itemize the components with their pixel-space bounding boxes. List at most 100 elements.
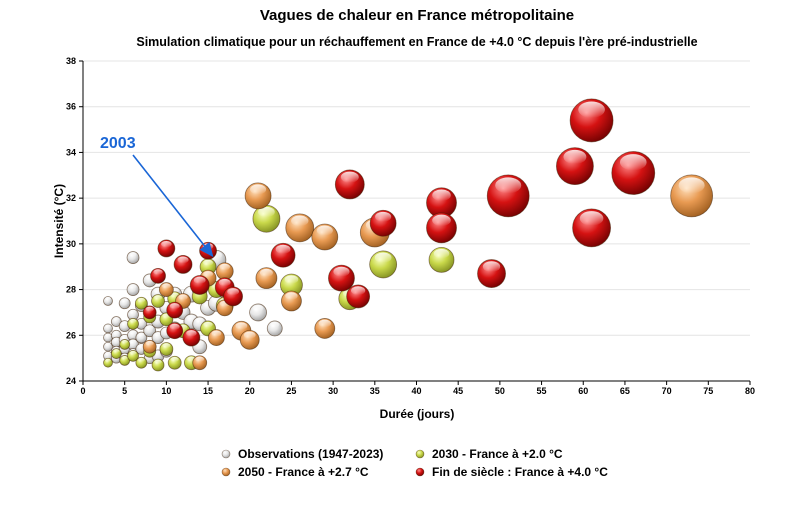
y-tick-label: 30 bbox=[66, 239, 76, 249]
bubble-series-0 bbox=[143, 324, 157, 338]
legend-marker bbox=[415, 467, 425, 477]
x-tick-label: 55 bbox=[537, 386, 547, 396]
bubble-highlight bbox=[340, 171, 359, 183]
x-tick-label: 30 bbox=[328, 386, 338, 396]
bubble-highlight bbox=[129, 351, 137, 356]
bubble-highlight bbox=[193, 276, 206, 284]
bubble-highlight bbox=[137, 319, 145, 324]
bubble-series-3 bbox=[189, 275, 210, 295]
bubble-highlight bbox=[121, 298, 129, 303]
x-tick-label: 80 bbox=[745, 386, 755, 396]
bubble-highlight bbox=[105, 324, 111, 328]
bubble-highlight bbox=[129, 309, 137, 315]
bubble-highlight bbox=[258, 206, 275, 218]
bubble-highlight bbox=[105, 333, 111, 338]
x-tick-label: 5 bbox=[122, 386, 127, 396]
bubble-highlight bbox=[275, 244, 291, 254]
bubble-series-2 bbox=[285, 213, 315, 243]
bubble-series-0 bbox=[249, 303, 267, 322]
bubble-series-1 bbox=[280, 273, 303, 297]
legend-label: 2050 - France à +2.7 °C bbox=[238, 465, 369, 479]
bubble-highlight bbox=[218, 278, 231, 287]
y-tick-label: 32 bbox=[66, 193, 76, 203]
bubble-series-3 bbox=[157, 239, 176, 258]
annotation-2003: 2003 bbox=[100, 135, 214, 258]
bubble-highlight bbox=[433, 248, 450, 259]
bubble-highlight bbox=[203, 271, 214, 278]
bubble-highlight bbox=[105, 297, 111, 301]
y-tick-label: 26 bbox=[66, 330, 76, 340]
bubble-series-3 bbox=[611, 151, 656, 195]
bubble-series-2 bbox=[215, 262, 234, 281]
bubble-highlight bbox=[113, 337, 120, 342]
bubble-highlight bbox=[121, 340, 128, 344]
bubble-highlight bbox=[137, 332, 145, 337]
bubble-highlight bbox=[137, 298, 146, 303]
legend-item: Fin de siècle : France à +4.0 °C bbox=[415, 465, 608, 479]
legend-label: Fin de siècle : France à +4.0 °C bbox=[432, 465, 608, 479]
legend-label: 2030 - France à +2.0 °C bbox=[432, 447, 563, 461]
bubble-highlight bbox=[270, 321, 280, 328]
bubble-series-2 bbox=[670, 174, 714, 218]
chart-subtitle: Simulation climatique pour un réchauffem… bbox=[136, 35, 697, 49]
bubble-highlight bbox=[495, 177, 522, 194]
bubble-series-2 bbox=[158, 282, 174, 297]
x-tick-label: 50 bbox=[495, 386, 505, 396]
bubble-highlight bbox=[153, 269, 163, 275]
bubble-series-3 bbox=[346, 284, 371, 309]
bubble-highlight bbox=[154, 295, 163, 301]
x-tick-label: 15 bbox=[203, 386, 213, 396]
bubble-series-1 bbox=[151, 358, 165, 372]
x-tick-label: 25 bbox=[286, 386, 296, 396]
axes: 24 26 28 30 32 34 36 38 0 5 10 15 20 25 30 35 40 45 50 55 60… bbox=[66, 56, 755, 396]
bubble-series-1 bbox=[252, 204, 281, 233]
bubble-highlight bbox=[678, 177, 705, 194]
legend: Observations (1947-2023) 2030 - France à … bbox=[221, 447, 608, 479]
bubble-series-0 bbox=[103, 323, 113, 334]
legend-item: 2050 - France à +2.7 °C bbox=[221, 465, 369, 479]
bubble-series-1 bbox=[119, 339, 131, 350]
bubble-series-3 bbox=[556, 147, 594, 186]
x-axis-label: Durée (jours) bbox=[380, 407, 455, 421]
bubble-highlight bbox=[375, 211, 392, 222]
bubble-highlight bbox=[563, 149, 587, 164]
bubble-series-3 bbox=[328, 264, 355, 292]
x-tick-label: 35 bbox=[370, 386, 380, 396]
legend-marker bbox=[221, 449, 231, 459]
bubble-series-1 bbox=[127, 317, 139, 330]
bubble-highlight bbox=[105, 351, 111, 356]
bubble-highlight bbox=[619, 154, 647, 171]
chart-title: Vagues de chaleur en France métropolitai… bbox=[260, 7, 574, 24]
bubble-series-3 bbox=[150, 267, 166, 284]
bubble-series-0 bbox=[126, 251, 140, 264]
bubble-highlight bbox=[154, 332, 162, 337]
bubble-series-3 bbox=[477, 259, 506, 288]
bubble-highlight bbox=[105, 342, 111, 347]
y-tick-label: 24 bbox=[66, 376, 76, 386]
bubble-highlight bbox=[219, 263, 231, 271]
bubble-highlight bbox=[137, 357, 145, 363]
bubble-highlight bbox=[235, 322, 248, 330]
bubble-highlight bbox=[121, 335, 129, 340]
bubble-series-2 bbox=[207, 329, 225, 346]
bubble-series-1 bbox=[135, 356, 148, 369]
bubble-series-3 bbox=[182, 328, 201, 347]
legend-marker bbox=[415, 449, 425, 459]
x-tick-label: 60 bbox=[578, 386, 588, 396]
bubble-highlight bbox=[113, 330, 120, 335]
bubble-highlight bbox=[129, 339, 137, 344]
bubble-highlight bbox=[227, 288, 239, 296]
bubble-highlight bbox=[250, 184, 267, 195]
x-tick-label: 10 bbox=[161, 386, 171, 396]
bubble-highlight bbox=[259, 268, 273, 277]
bubble-highlight bbox=[351, 286, 366, 296]
x-tick-label: 70 bbox=[662, 386, 672, 396]
bubble-series-1 bbox=[369, 250, 398, 279]
bubble-series-0 bbox=[110, 316, 122, 327]
bubble-highlight bbox=[121, 356, 128, 360]
bubble-highlight bbox=[333, 266, 350, 277]
bubble-series-0 bbox=[266, 320, 283, 337]
bubble-highlight bbox=[578, 101, 605, 118]
bubble-series-2 bbox=[281, 290, 302, 312]
bubble-series-2 bbox=[192, 355, 208, 371]
